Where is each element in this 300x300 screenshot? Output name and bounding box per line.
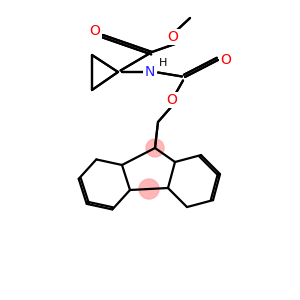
Text: O: O <box>220 53 231 67</box>
Text: O: O <box>168 30 178 44</box>
Circle shape <box>139 179 159 199</box>
Text: N: N <box>145 65 155 79</box>
Circle shape <box>146 139 164 157</box>
Text: H: H <box>159 58 167 68</box>
Text: O: O <box>167 93 177 107</box>
Text: O: O <box>167 93 177 107</box>
Text: O: O <box>90 24 101 38</box>
Text: O: O <box>90 24 101 38</box>
Text: O: O <box>220 53 231 67</box>
Text: H: H <box>159 58 167 68</box>
Text: N: N <box>145 65 155 79</box>
Text: O: O <box>168 30 178 44</box>
